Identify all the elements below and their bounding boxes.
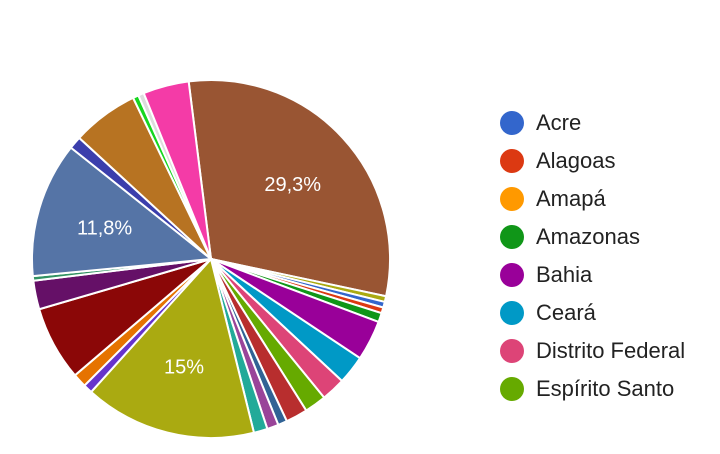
slice-data-label-1: 29,3% [264, 174, 321, 196]
legend-label-amapa: Amapá [536, 186, 606, 211]
legend-label-ceara: Ceará [536, 300, 596, 325]
legend-dot-alagoas [500, 149, 524, 173]
legend-item-amapa[interactable]: Amapá [500, 180, 685, 218]
legend-item-bahia[interactable]: Bahia [500, 256, 685, 294]
slice-data-label-14: 15% [164, 357, 204, 379]
legend-dot-amazonas [500, 225, 524, 249]
pie-slice-20[interactable] [31, 146, 214, 278]
chart-legend: Acre Alagoas Amapá Amazonas Bahia Ceará … [500, 104, 685, 408]
legend-item-espirito-santo[interactable]: Espírito Santo [500, 370, 685, 408]
legend-dot-ceara [500, 301, 524, 325]
legend-dot-bahia [500, 263, 524, 287]
legend-dot-acre [500, 111, 524, 135]
pie-slice-25[interactable] [142, 80, 212, 260]
legend-label-amazonas: Amazonas [536, 224, 640, 249]
legend-label-espirito-santo: Espírito Santo [536, 376, 675, 401]
legend-label-distrito-federal: Distrito Federal [536, 338, 686, 363]
legend-item-amazonas[interactable]: Amazonas [500, 218, 685, 256]
legend-label-acre: Acre [536, 110, 582, 135]
legend-dot-espirito-santo [500, 377, 524, 401]
legend-item-distrito-federal[interactable]: Distrito Federal [500, 332, 685, 370]
legend-label-alagoas: Alagoas [536, 148, 616, 173]
legend-item-alagoas[interactable]: Alagoas [500, 142, 685, 180]
pie-slice-14[interactable] [89, 256, 256, 439]
pie-slice-1[interactable] [187, 78, 391, 298]
legend-item-acre[interactable]: Acre [500, 104, 685, 142]
legend-dot-amapa [500, 187, 524, 211]
slice-data-label-20: 11,8% [77, 218, 132, 240]
legend-item-ceara[interactable]: Ceará [500, 294, 685, 332]
legend-dot-distrito-federal [500, 339, 524, 363]
legend-label-bahia: Bahia [536, 262, 593, 287]
